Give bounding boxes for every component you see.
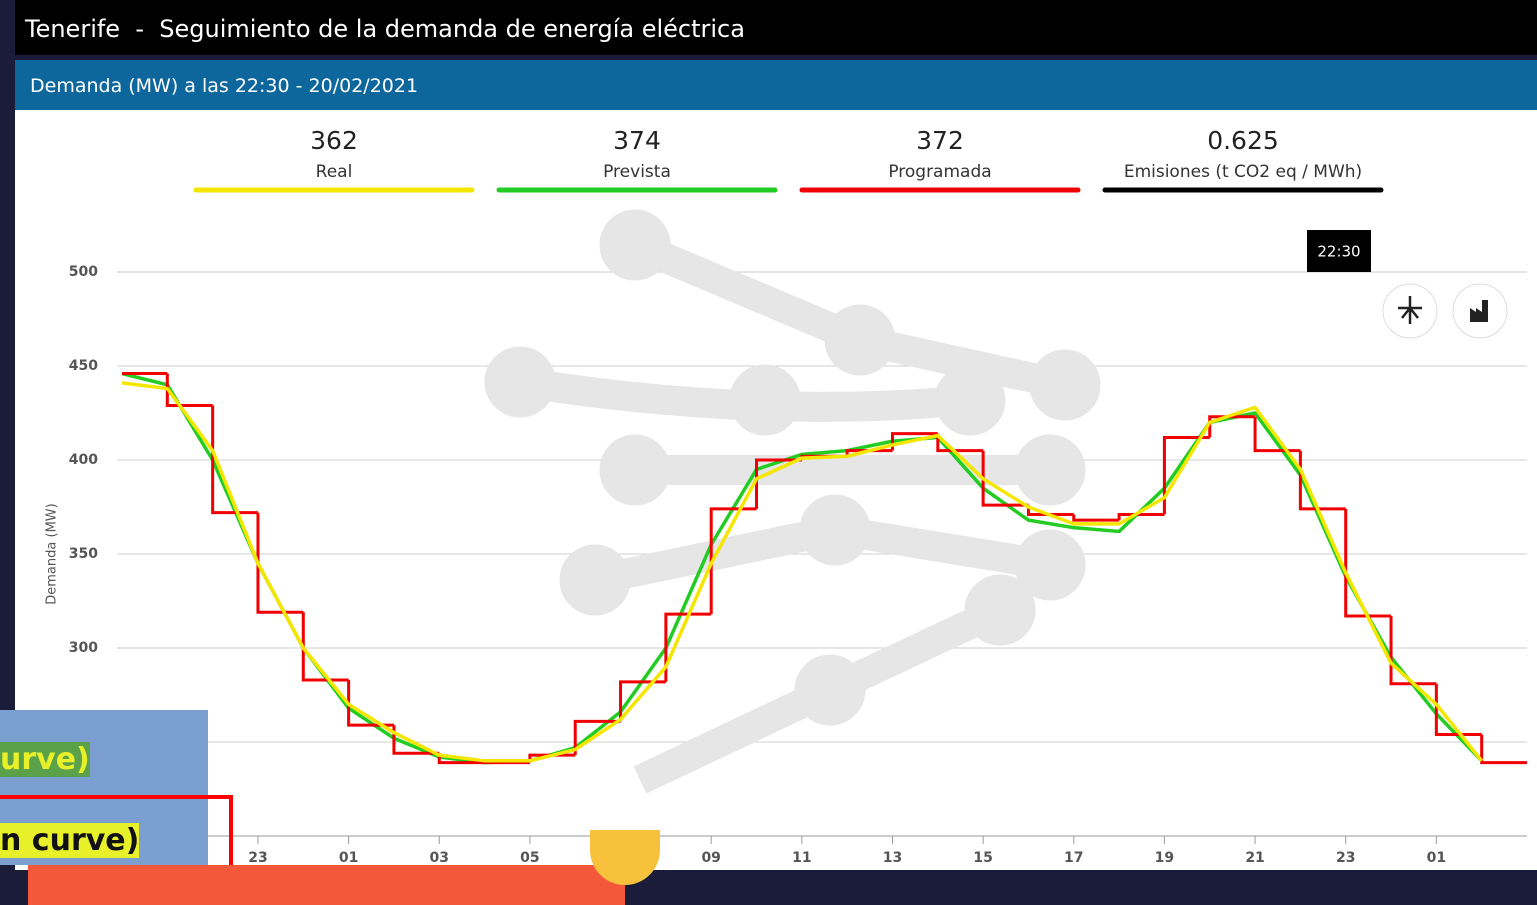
- y-axis-label: Demanda (MW): [45, 503, 60, 604]
- step-segment: [1346, 509, 1391, 616]
- x-tick-label: 11: [792, 850, 811, 866]
- x-tick-label: 09: [701, 850, 720, 866]
- y-tick-label: 450: [69, 358, 98, 374]
- y-tick-label: 350: [69, 546, 98, 562]
- x-tick-label: 15: [973, 850, 992, 866]
- x-tick-label: 01: [1427, 850, 1446, 866]
- x-tick-label: 05: [520, 850, 539, 866]
- x-tick-label: 01: [339, 850, 358, 866]
- icons: [1383, 284, 1507, 338]
- step-segment: [1436, 684, 1481, 735]
- x-tick-label: 21: [1245, 850, 1264, 866]
- reading-value: 0.625: [1207, 126, 1279, 155]
- tooltip: 22:30: [1317, 243, 1360, 261]
- step-segment: [1482, 734, 1527, 762]
- step-segment: [1074, 515, 1119, 521]
- orange-bar: [28, 865, 625, 905]
- step-segment: [1300, 451, 1345, 509]
- step-segment: [575, 721, 620, 755]
- x-tick-label: 03: [430, 850, 449, 866]
- step-segment: [303, 612, 348, 680]
- reading-value: 372: [916, 126, 964, 155]
- legend-label: Programada: [888, 162, 991, 182]
- chart: 22:30 Demanda (MW) 362 Real 374 Prevista 372…: [0, 0, 1537, 905]
- y-tick-label: 400: [69, 452, 98, 468]
- y-tick-label: 300: [69, 640, 98, 656]
- step-segment: [213, 405, 258, 512]
- reading-value: 362: [310, 126, 358, 155]
- step-segment: [258, 513, 303, 613]
- overlay-text: urve): [0, 742, 90, 777]
- legend-label: Prevista: [603, 162, 671, 182]
- reading-value: 374: [613, 126, 661, 155]
- overlay-label: urve): [0, 742, 90, 777]
- step-segment: [1391, 616, 1436, 684]
- x-tick-label: 17: [1064, 850, 1083, 866]
- x-tick-label: 23: [1336, 850, 1355, 866]
- x-tick-label: 23: [248, 850, 267, 866]
- legend-label: Emisiones (t CO2 eq / MWh): [1124, 162, 1362, 182]
- x-tick-label: 19: [1155, 850, 1174, 866]
- page: {"header": {"region": "Tenerife", "separ…: [0, 0, 1537, 905]
- y-tick-label: 500: [69, 264, 98, 280]
- x-tick-label: 13: [883, 850, 902, 866]
- legend-label: Real: [316, 162, 353, 182]
